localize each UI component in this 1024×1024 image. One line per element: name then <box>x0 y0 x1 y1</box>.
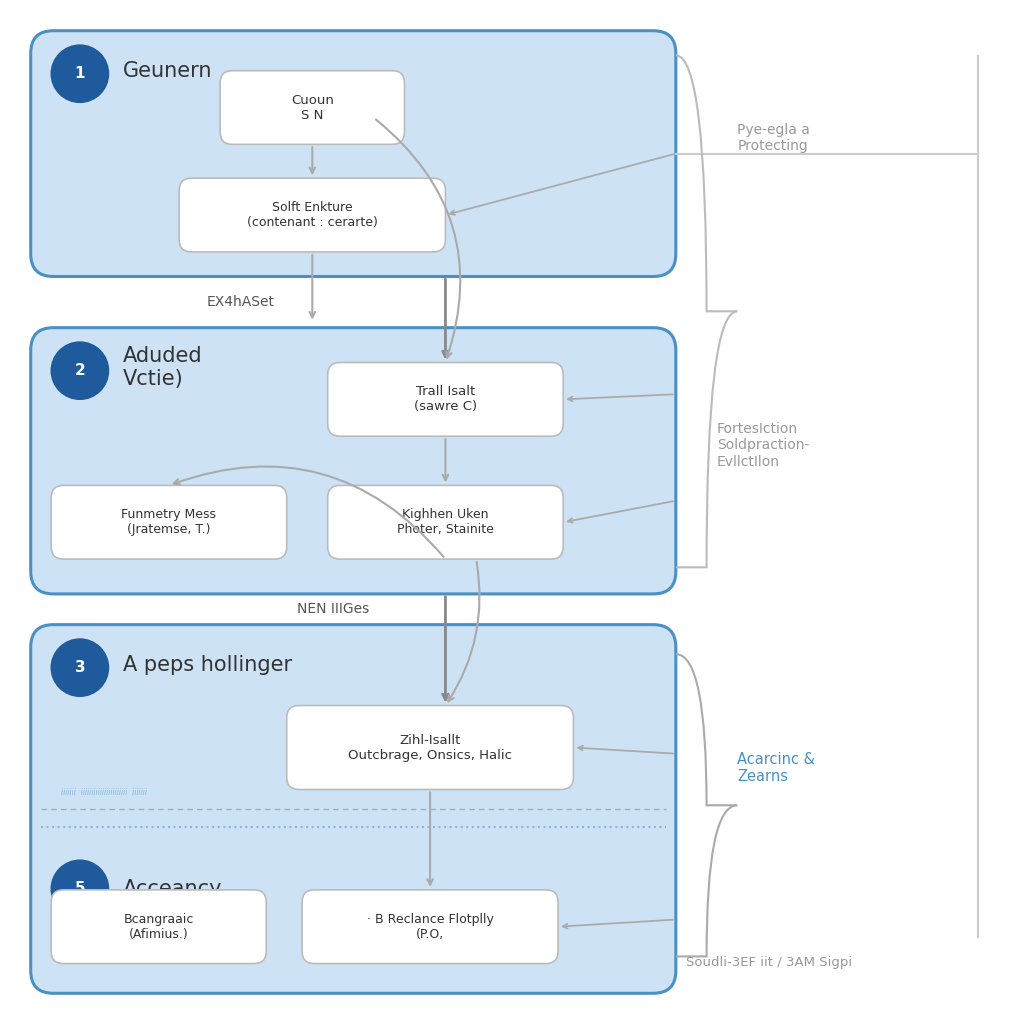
FancyBboxPatch shape <box>302 890 558 964</box>
Text: Acceancy: Acceancy <box>123 879 222 899</box>
Text: Soudli-3EF iit / 3AM Sigpi: Soudli-3EF iit / 3AM Sigpi <box>686 956 852 969</box>
Text: FortesIction
Soldpraction-
EvllctIlon: FortesIction Soldpraction- EvllctIlon <box>717 422 809 469</box>
Text: 5: 5 <box>75 882 85 896</box>
Text: 3: 3 <box>75 660 85 675</box>
Text: Cuoun
S N: Cuoun S N <box>291 93 334 122</box>
Text: A peps hollinger: A peps hollinger <box>123 654 292 675</box>
Text: 2: 2 <box>75 364 85 378</box>
FancyBboxPatch shape <box>179 178 445 252</box>
FancyBboxPatch shape <box>287 706 573 790</box>
FancyBboxPatch shape <box>31 31 676 276</box>
Text: Aduded
Vctie): Aduded Vctie) <box>123 346 203 389</box>
FancyBboxPatch shape <box>31 328 676 594</box>
Text: Acarcinc &
Zearns: Acarcinc & Zearns <box>737 752 815 784</box>
Text: Geunern: Geunern <box>123 60 212 81</box>
Circle shape <box>51 860 109 918</box>
Circle shape <box>51 342 109 399</box>
FancyBboxPatch shape <box>328 362 563 436</box>
Text: Kighhen Uken
Photer, Stainite: Kighhen Uken Photer, Stainite <box>397 508 494 537</box>
FancyBboxPatch shape <box>51 485 287 559</box>
Text: Pye-egla a
Protecting: Pye-egla a Protecting <box>737 123 810 154</box>
Text: Trall Isalt
(sawre C): Trall Isalt (sawre C) <box>414 385 477 414</box>
Circle shape <box>51 45 109 102</box>
Text: NEN IIIGes: NEN IIIGes <box>297 602 369 616</box>
Text: Funmetry Mess
(Jratemse, T.): Funmetry Mess (Jratemse, T.) <box>122 508 216 537</box>
FancyBboxPatch shape <box>51 890 266 964</box>
Circle shape <box>51 639 109 696</box>
FancyBboxPatch shape <box>328 485 563 559</box>
Text: Bcangraaic
(Afimius.): Bcangraaic (Afimius.) <box>124 912 194 941</box>
Text: EX4hASet: EX4hASet <box>207 295 274 309</box>
FancyBboxPatch shape <box>31 625 676 993</box>
FancyBboxPatch shape <box>220 71 404 144</box>
Text: Solft Enkture
(contenant : cerarte): Solft Enkture (contenant : cerarte) <box>247 201 378 229</box>
Text: 1: 1 <box>75 67 85 81</box>
Text: iiiiiii  iiiiiiiiiiiiiiiiiiiiii  iiiiiii: iiiiiii iiiiiiiiiiiiiiiiiiiiii iiiiiii <box>61 787 147 797</box>
Text: Zihl-Isallt
Outcbrage, Onsics, Halic: Zihl-Isallt Outcbrage, Onsics, Halic <box>348 733 512 762</box>
Text: · B Reclance Flotplly
(P.O,: · B Reclance Flotplly (P.O, <box>367 912 494 941</box>
